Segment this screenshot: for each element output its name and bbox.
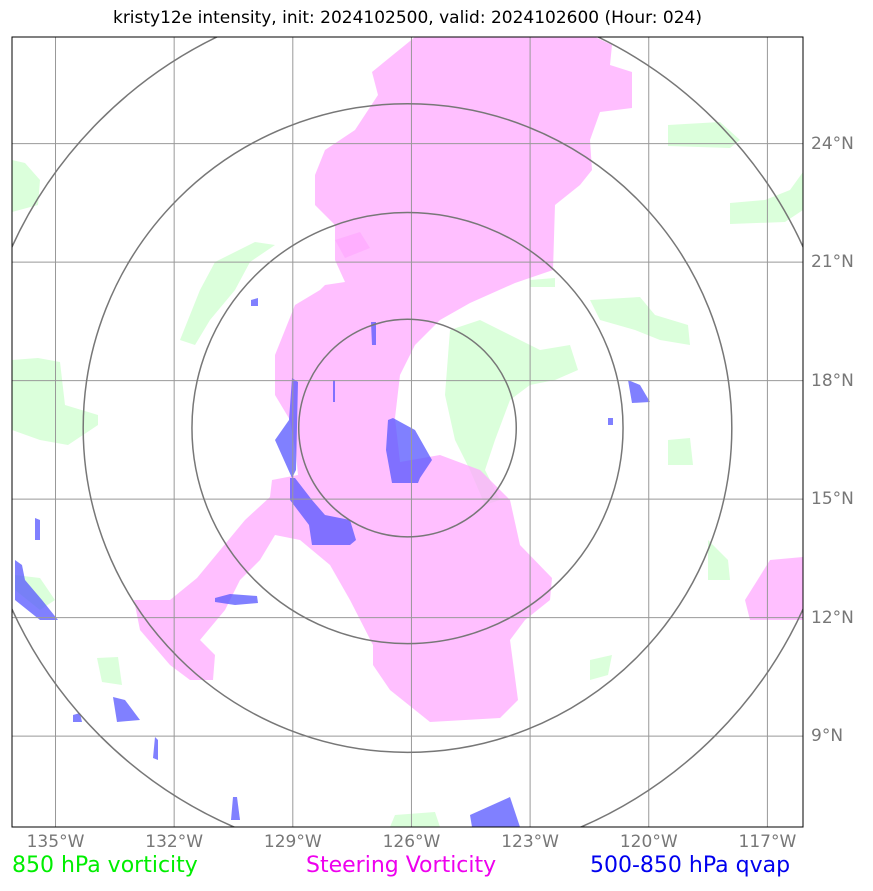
lon-tick-label: 129°W bbox=[263, 832, 322, 852]
lat-tick-label: 18°N bbox=[811, 370, 854, 391]
lon-tick-label: 120°W bbox=[619, 832, 678, 852]
lat-tick-label: 9°N bbox=[811, 726, 844, 747]
qvap-areas bbox=[15, 298, 650, 827]
lat-tick-label: 12°N bbox=[811, 607, 854, 628]
lon-tick-label: 135°W bbox=[26, 832, 85, 852]
legend-qvap: 500-850 hPa qvap bbox=[590, 853, 791, 878]
range-ring bbox=[82, 102, 733, 754]
lon-tick-label: 117°W bbox=[738, 832, 797, 852]
lat-tick-label: 15°N bbox=[811, 489, 854, 510]
lon-tick-label: 126°W bbox=[382, 832, 441, 852]
lat-tick-label: 24°N bbox=[811, 133, 854, 154]
lat-tick-label: 21°N bbox=[811, 252, 854, 273]
legend-steering-vorticity: Steering Vorticity bbox=[306, 853, 497, 878]
steering-vorticity-areas bbox=[134, 37, 803, 722]
lon-tick-label: 123°W bbox=[501, 832, 559, 852]
range-ring bbox=[297, 318, 518, 538]
range-ring bbox=[191, 211, 624, 645]
lon-tick-label: 132°W bbox=[145, 832, 204, 852]
map-frame bbox=[11, 36, 804, 828]
legend-850-vorticity: 850 hPa vorticity bbox=[12, 853, 198, 878]
range-rings bbox=[12, 37, 803, 827]
figure-title: kristy12e intensity, init: 2024102500, v… bbox=[112, 8, 703, 28]
